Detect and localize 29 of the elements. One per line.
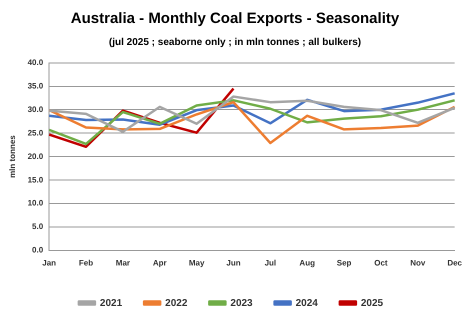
y-tick-label: 20.0 (28, 152, 44, 161)
x-tick-label: Apr (152, 258, 167, 268)
chart-title: Australia - Monthly Coal Exports - Seasonality (70, 10, 400, 27)
x-tick-label: May (188, 258, 205, 268)
x-tick-label: Jun (226, 258, 241, 268)
legend-label: 2025 (360, 298, 384, 309)
legend-label: 2023 (230, 298, 254, 309)
y-tick-label: 40.0 (28, 58, 44, 68)
x-tick-label: Jul (264, 258, 276, 268)
y-tick-label: 15.0 (28, 175, 44, 184)
y-axis-title: mln tonnes (8, 134, 18, 178)
legend-label: 2024 (296, 298, 318, 309)
legend-label: 2022 (165, 298, 188, 309)
x-tick-label: Oct (374, 258, 388, 268)
x-tick-label: Feb (78, 258, 94, 268)
y-tick-label: 35.0 (28, 81, 44, 90)
x-tick-label: Nov (410, 258, 426, 268)
legend-label: 2021 (100, 298, 123, 309)
x-tick-label: Dec (447, 258, 463, 268)
y-tick-label: 25.0 (28, 128, 44, 138)
chart-subtitle: (jul 2025 ; seaborne only ; in mln tonnes ; all bulkers) (108, 37, 362, 48)
y-tick-label: 30.0 (28, 104, 44, 114)
y-tick-label: 10.0 (28, 198, 44, 208)
y-tick-label: 0.0 (32, 246, 44, 255)
x-tick-label: Mar (116, 258, 130, 268)
y-tick-label: 5.0 (32, 222, 44, 232)
x-tick-label: Jan (42, 258, 56, 268)
x-tick-label: Aug (299, 258, 316, 268)
x-tick-label: Sep (336, 258, 352, 268)
